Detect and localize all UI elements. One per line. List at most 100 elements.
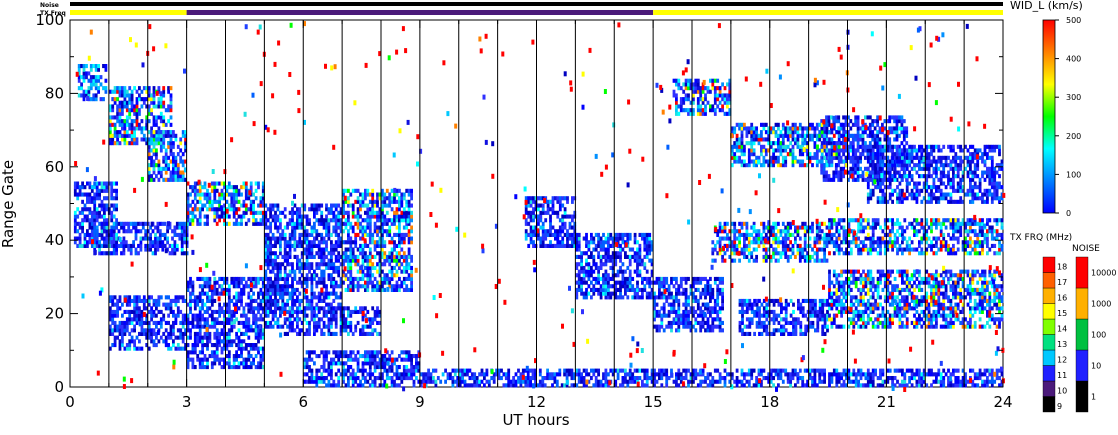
echo-cell: [971, 368, 975, 373]
echo-cell: [801, 376, 805, 381]
echo-cell: [614, 287, 618, 292]
echo-cell: [134, 225, 138, 230]
echo-cell: [692, 376, 695, 381]
echo-cell: [405, 265, 409, 270]
echo-cell: [337, 243, 341, 248]
echo-cell: [172, 159, 175, 164]
echo-cell: [144, 229, 148, 234]
echo-cell: [633, 368, 637, 373]
echo-cell: [356, 207, 360, 212]
echo-cell: [356, 214, 360, 219]
echo-cell: [653, 368, 656, 373]
echo-cell: [152, 148, 156, 153]
echo-cell: [964, 379, 967, 384]
echo-cell: [745, 379, 749, 384]
echo-cell: [342, 313, 345, 318]
echo-cell: [371, 320, 375, 325]
echo-cell: [127, 247, 131, 252]
echo-cell: [325, 287, 328, 292]
echo-cell: [643, 287, 647, 292]
echo-cell: [77, 71, 81, 76]
echo-cell: [293, 269, 297, 274]
echo-cell: [223, 203, 226, 208]
echo-cell: [223, 365, 226, 370]
echo-cell: [296, 295, 299, 300]
echo-cell: [604, 280, 608, 285]
echo-cell: [254, 196, 258, 201]
echo-cell: [383, 379, 387, 384]
echo-cell: [366, 350, 370, 355]
echo-cell: [378, 383, 382, 388]
echo-cell: [266, 295, 270, 300]
echo-cell: [279, 276, 282, 281]
echo-cell: [279, 313, 282, 318]
echo-cell: [871, 372, 875, 377]
echo-cell: [150, 309, 153, 314]
echo-cell: [687, 383, 690, 388]
echo-cell: [140, 119, 144, 124]
echo-cell: [90, 225, 94, 230]
echo-cell: [351, 331, 355, 336]
echo-cell: [611, 254, 615, 259]
echo-cell: [881, 372, 885, 377]
echo-cell: [368, 317, 372, 322]
echo-cell: [563, 207, 567, 212]
echo-cell: [973, 376, 977, 381]
echo-cell: [590, 287, 593, 292]
echo-cell: [723, 383, 727, 388]
echo-cell: [398, 284, 401, 289]
echo-cell: [327, 379, 331, 384]
echo-cell: [249, 210, 253, 215]
echo-cell: [90, 236, 94, 241]
echo-cell: [665, 324, 669, 329]
echo-cell: [381, 269, 384, 274]
echo-cell: [201, 203, 204, 208]
echo-cell: [274, 284, 277, 289]
echo-cell: [903, 379, 907, 384]
echo-cell: [150, 137, 153, 142]
echo-cell: [626, 240, 630, 245]
echo-cell: [223, 302, 226, 307]
echo-cell: [235, 365, 238, 370]
echo-cell: [218, 207, 221, 212]
echo-cell: [308, 247, 311, 252]
echo-cell: [347, 236, 350, 241]
echo-cell: [92, 82, 96, 87]
echo-cell: [305, 218, 309, 223]
echo-cell: [981, 372, 984, 377]
echo-cell: [723, 376, 727, 381]
echo-cell: [599, 265, 603, 270]
echo-cell: [78, 221, 82, 226]
echo-cell: [342, 320, 345, 325]
echo-cell: [347, 309, 350, 314]
echo-cell: [157, 309, 161, 314]
echo-cell: [281, 324, 285, 329]
echo-cell: [356, 350, 360, 355]
echo-cell: [274, 302, 277, 307]
echo-cell: [325, 247, 328, 252]
echo-cell: [359, 269, 362, 274]
echo-cell: [303, 265, 307, 270]
echo-cell: [587, 269, 591, 274]
echo-cell: [103, 188, 106, 193]
echo-cell: [137, 229, 140, 234]
noise-bar-label: Noise: [40, 2, 59, 9]
echo-cell: [252, 291, 255, 296]
echo-cell: [201, 284, 204, 289]
echo-cell: [954, 376, 958, 381]
echo-cell: [648, 232, 652, 237]
echo-cell: [276, 240, 280, 245]
echo-cell: [213, 214, 217, 219]
echo-cell: [254, 317, 258, 322]
echo-cell: [157, 339, 161, 344]
echo-cell: [638, 247, 642, 252]
echo-cell: [517, 368, 520, 373]
echo-cell: [526, 372, 530, 377]
echo-cell: [305, 357, 309, 362]
echo-cell: [721, 376, 724, 381]
echo-cell: [215, 331, 219, 336]
echo-cell: [174, 295, 178, 300]
echo-cell: [279, 287, 282, 292]
echo-cell: [473, 372, 477, 377]
echo-cell: [434, 383, 438, 388]
